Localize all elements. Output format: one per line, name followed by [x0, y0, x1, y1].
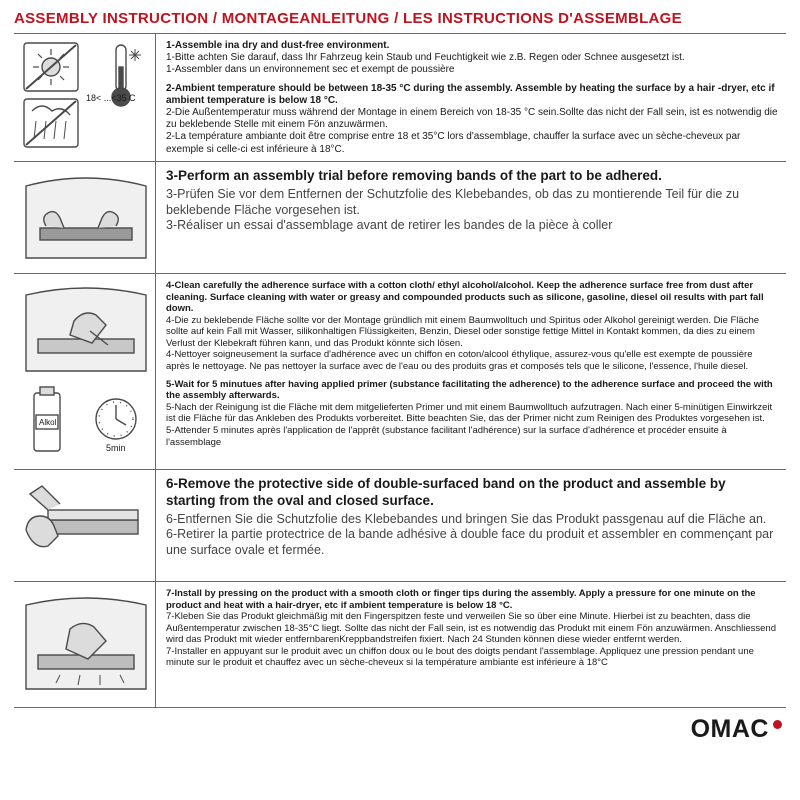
step3-en: 3-Perform an assembly trial before remov… — [166, 168, 778, 185]
alcohol-label: Alkol — [39, 418, 57, 427]
diagram-clean-and-primer: Alkol 5min — [14, 274, 156, 469]
step6-de: 6-Entfernen Sie die Schutzfolie des Kleb… — [166, 512, 778, 528]
step7-de: 7-Kleben Sie das Produkt gleichmäßig mit… — [166, 611, 776, 645]
text-step-7: 7-Install by pressing on the product wit… — [156, 582, 786, 707]
step5-de: 5-Nach der Reinigung ist die Fläche mit … — [166, 402, 772, 425]
step1-en: 1-Assemble ina dry and dust-free environ… — [166, 40, 389, 51]
step7-fr: 7-Installer en appuyant sur le produit a… — [166, 646, 754, 669]
step-2: 2-Ambient temperature should be between … — [166, 83, 778, 156]
page-title: ASSEMBLY INSTRUCTION / MONTAGEANLEITUNG … — [14, 8, 786, 34]
diagram-press-install — [14, 582, 156, 707]
temp-range-label: 18< ...<35 C — [86, 93, 136, 103]
step3-de: 3-Prüfen Sie vor dem Entfernen der Schut… — [166, 187, 778, 218]
step1-de: 1-Bitte achten Sie darauf, dass Ihr Fahr… — [166, 52, 685, 63]
step1-fr: 1-Assembler dans un environnement sec et… — [166, 64, 455, 75]
instruction-sheet: ASSEMBLY INSTRUCTION / MONTAGEANLEITUNG … — [0, 0, 800, 800]
step-5: 5-Wait for 5 minutues after having appli… — [166, 379, 778, 448]
step-7: 7-Install by pressing on the product wit… — [166, 588, 778, 669]
row-1: 18< ...<35 C 1-Assemble ina dry and dust… — [14, 34, 786, 162]
text-step-6: 6-Remove the protective side of double-s… — [156, 470, 786, 581]
text-steps-1-2: 1-Assemble ina dry and dust-free environ… — [156, 34, 786, 161]
diagram-trial-fit — [14, 162, 156, 273]
step4-fr: 4-Nettoyer soigneusement la surface d'ad… — [166, 349, 752, 372]
text-step-3: 3-Perform an assembly trial before remov… — [156, 162, 786, 273]
brand-text: OMAC — [691, 715, 769, 744]
step4-en: 4-Clean carefully the adherence surface … — [166, 280, 764, 314]
brand-logo: OMAC — [691, 715, 782, 744]
text-steps-4-5: 4-Clean carefully the adherence surface … — [156, 274, 786, 469]
diagram-environment: 18< ...<35 C — [14, 34, 156, 161]
step3-fr: 3-Réaliser un essai d'assemblage avant d… — [166, 218, 778, 234]
brand-dot-icon — [773, 720, 782, 729]
step2-fr: 2-La température ambiante doit être comp… — [166, 131, 740, 154]
step7-en: 7-Install by pressing on the product wit… — [166, 588, 756, 611]
step6-fr: 6-Retirer la partie protectrice de la ba… — [166, 527, 778, 558]
timer-label: 5min — [106, 443, 126, 453]
step2-en: 2-Ambient temperature should be between … — [166, 83, 775, 106]
diagram-peel-backing — [14, 470, 156, 581]
footer: OMAC — [14, 708, 786, 744]
step4-de: 4-Die zu beklebende Fläche sollte vor de… — [166, 315, 759, 349]
row-4: 6-Remove the protective side of double-s… — [14, 470, 786, 582]
step2-de: 2-Die Außentemperatur muss während der M… — [166, 107, 778, 130]
step-4: 4-Clean carefully the adherence surface … — [166, 280, 778, 373]
row-2: 3-Perform an assembly trial before remov… — [14, 162, 786, 274]
step5-en: 5-Wait for 5 minutues after having appli… — [166, 379, 773, 402]
row-3: Alkol 5min 4-Clean carefully the adheren… — [14, 274, 786, 470]
step6-en: 6-Remove the protective side of double-s… — [166, 476, 778, 510]
step5-fr: 5-Attender 5 minutes après l'application… — [166, 425, 727, 448]
row-5: 7-Install by pressing on the product wit… — [14, 582, 786, 708]
step-1: 1-Assemble ina dry and dust-free environ… — [166, 40, 778, 77]
